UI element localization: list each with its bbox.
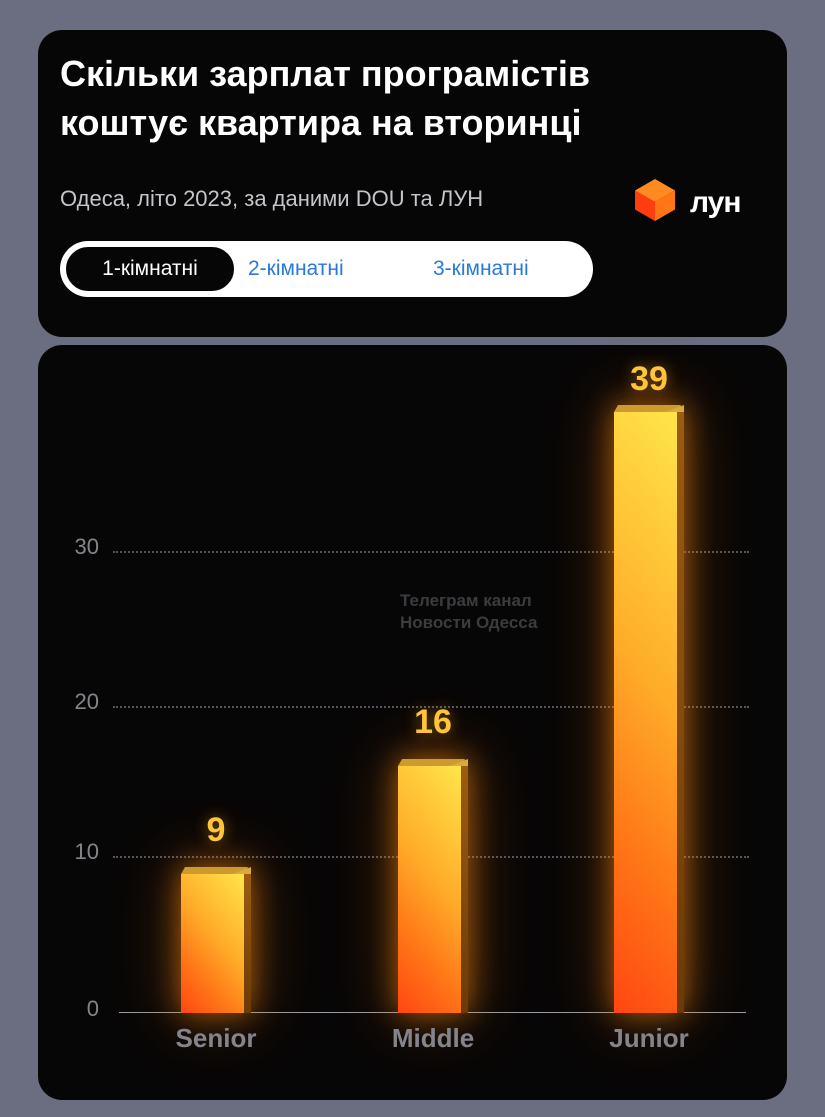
svg-text:лун: лун bbox=[690, 186, 740, 219]
